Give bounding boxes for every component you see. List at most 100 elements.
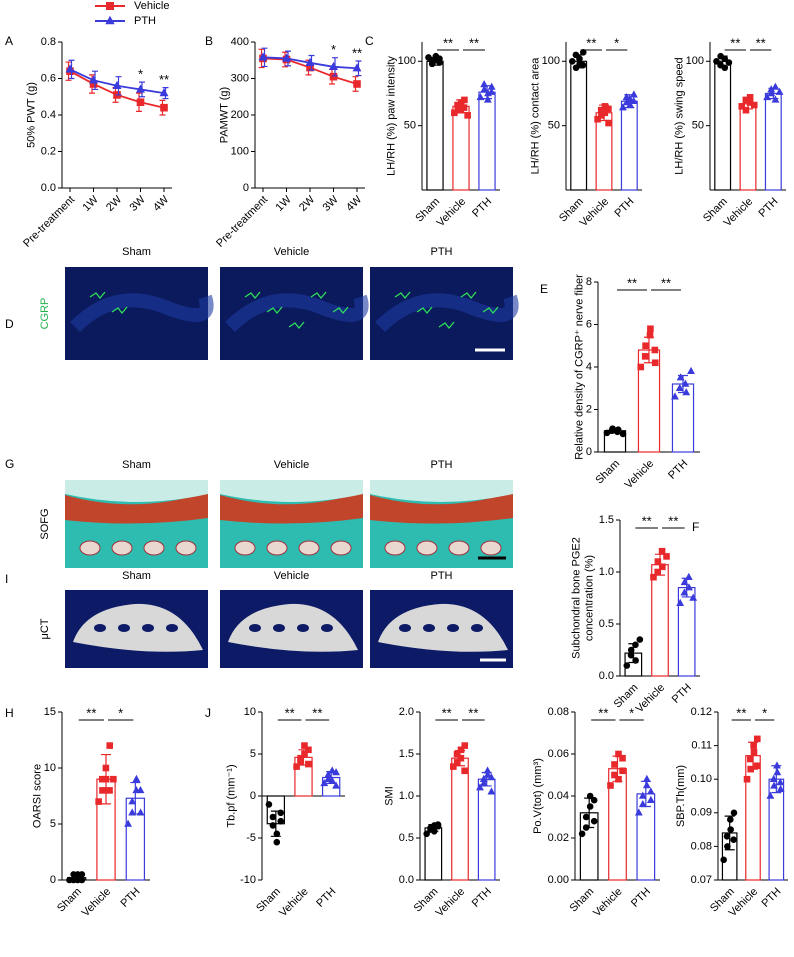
marker bbox=[78, 876, 86, 884]
column-title: PTH bbox=[431, 246, 453, 258]
y-axis-label: Tb.pf (mm⁻¹) bbox=[225, 764, 237, 827]
marker bbox=[305, 57, 315, 66]
x-tick-label: 4W bbox=[151, 193, 172, 214]
x-tick-label: 4W bbox=[344, 193, 365, 214]
marker bbox=[265, 801, 273, 808]
marker bbox=[713, 58, 720, 65]
panel-letter: H bbox=[5, 706, 14, 720]
nerve-fiber bbox=[332, 306, 349, 315]
marker bbox=[754, 735, 761, 743]
y-tick-label: 0.0 bbox=[599, 670, 614, 682]
significance: ** bbox=[627, 275, 637, 290]
y-tick-label: 0.02 bbox=[548, 832, 569, 844]
error-bar bbox=[724, 815, 735, 851]
y-tick-label: 0.10 bbox=[691, 773, 712, 785]
y-tick-label: 100 bbox=[231, 145, 249, 157]
y-tick-label: -10 bbox=[240, 874, 256, 886]
significance: ** bbox=[352, 45, 362, 60]
marker bbox=[293, 763, 300, 770]
legend-marker bbox=[106, 2, 114, 10]
significance: ** bbox=[312, 705, 322, 720]
marker bbox=[615, 775, 622, 783]
x-tick-label: 3W bbox=[321, 193, 342, 214]
marker bbox=[614, 426, 622, 433]
bone bbox=[228, 603, 358, 652]
marker bbox=[324, 774, 333, 782]
stain-label: SOFG bbox=[39, 508, 51, 539]
marker bbox=[676, 598, 685, 606]
x-tick-label: Pre-treatment bbox=[214, 194, 270, 250]
cartilage bbox=[370, 492, 513, 524]
marker bbox=[436, 55, 443, 63]
y-tick-label: 10 bbox=[44, 762, 56, 774]
x-tick-label: PTH bbox=[756, 196, 780, 220]
y-tick-label: 0.8 bbox=[41, 36, 56, 48]
marker bbox=[615, 750, 622, 758]
panel-letter: D bbox=[5, 317, 14, 331]
y-tick-label: -5 bbox=[246, 832, 256, 844]
marker bbox=[638, 800, 647, 808]
marker bbox=[641, 353, 649, 360]
marrow bbox=[175, 540, 197, 556]
y-tick-label: 0.0 bbox=[41, 182, 56, 194]
marker bbox=[594, 115, 601, 123]
y-axis-label: OARSI score bbox=[32, 764, 44, 828]
marker bbox=[681, 379, 690, 387]
marker bbox=[329, 61, 338, 70]
marker bbox=[301, 742, 308, 749]
marker bbox=[619, 754, 626, 762]
significance: ** bbox=[468, 705, 478, 720]
marker bbox=[743, 775, 751, 783]
marker bbox=[579, 61, 587, 69]
pore bbox=[297, 624, 309, 632]
marker bbox=[642, 781, 651, 789]
marker bbox=[685, 583, 693, 591]
y-tick-label: 0.06 bbox=[548, 748, 569, 760]
error-bar bbox=[430, 56, 440, 66]
x-tick-label: Vehicle bbox=[634, 682, 668, 716]
error-bar bbox=[428, 823, 439, 832]
joint-space bbox=[65, 480, 208, 502]
tissue bbox=[375, 293, 519, 333]
x-tick-label: 1W bbox=[81, 193, 102, 214]
bone bbox=[378, 603, 508, 652]
marker bbox=[95, 798, 102, 805]
nerve-fiber bbox=[416, 306, 433, 315]
marker bbox=[651, 346, 659, 354]
marker bbox=[586, 792, 594, 800]
significance: ** bbox=[86, 705, 96, 720]
marker bbox=[89, 75, 98, 84]
bar bbox=[764, 92, 782, 191]
marker bbox=[646, 787, 655, 795]
marker bbox=[676, 373, 685, 381]
nerve-fiber bbox=[460, 291, 477, 300]
marker bbox=[619, 430, 627, 438]
nerve-fiber bbox=[438, 321, 455, 330]
pore bbox=[471, 624, 483, 632]
marker bbox=[476, 783, 484, 791]
bar bbox=[478, 91, 496, 191]
marker bbox=[769, 774, 778, 782]
marker bbox=[642, 774, 651, 782]
y-axis-label: Subchondral bone PGE2 bbox=[570, 537, 582, 659]
y-tick-label: 2 bbox=[586, 403, 592, 415]
marker bbox=[750, 101, 758, 109]
bar bbox=[620, 100, 638, 191]
y-tick-label: 0 bbox=[250, 790, 256, 802]
y-tick-label: 10 bbox=[244, 706, 256, 718]
marker bbox=[576, 55, 583, 63]
marker bbox=[775, 87, 784, 95]
marrow bbox=[330, 540, 352, 556]
column-title: Sham bbox=[122, 246, 151, 258]
x-tick-label: Vehicle bbox=[435, 196, 469, 230]
marker bbox=[423, 830, 430, 838]
error-bar bbox=[748, 741, 758, 770]
pore bbox=[166, 624, 178, 632]
y-tick-label: 0.07 bbox=[691, 874, 712, 886]
y-tick-label: 1.0 bbox=[399, 790, 414, 802]
marker bbox=[106, 787, 113, 794]
error-bar bbox=[326, 771, 337, 784]
column-title: Vehicle bbox=[274, 246, 309, 258]
marker bbox=[128, 797, 137, 805]
significance: ** bbox=[661, 275, 671, 290]
